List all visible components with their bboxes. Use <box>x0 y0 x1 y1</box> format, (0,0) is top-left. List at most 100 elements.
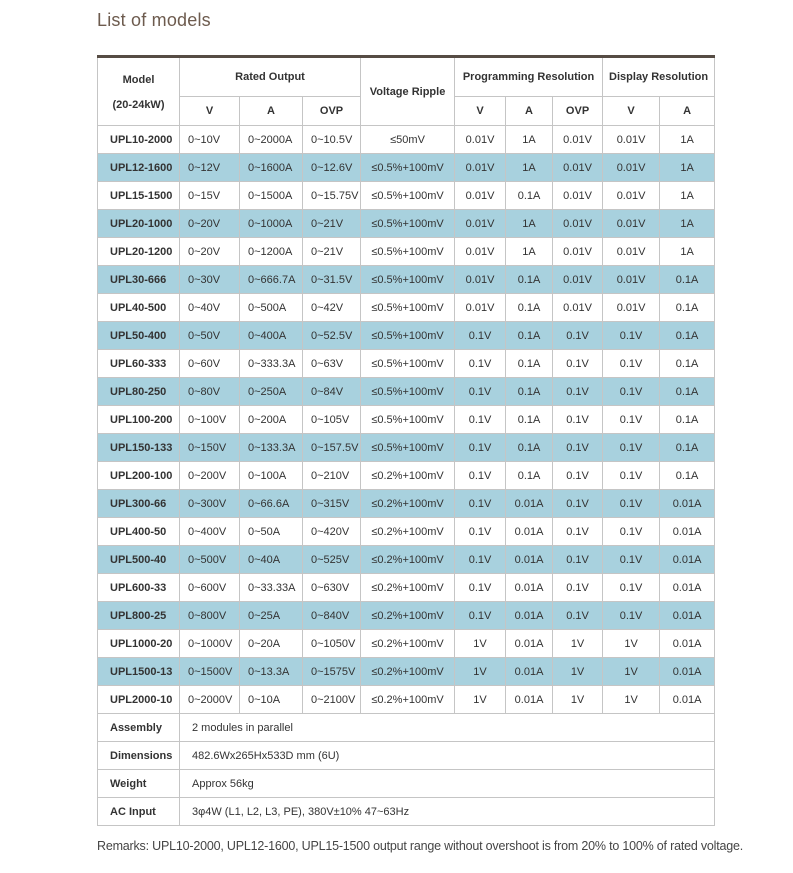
disp-a-cell: 0.1A <box>659 293 716 322</box>
table-row: UPL1500-13 0~1500V 0~13.3A 0~1575V ≤0.2%+100… <box>97 657 716 686</box>
disp-a-cell: 0.1A <box>659 405 716 434</box>
col-header-disp-v: V <box>602 96 661 126</box>
model-cell: UPL150-133 <box>97 433 180 462</box>
disp-v-cell: 0.1V <box>602 461 661 490</box>
disp-a-cell: 0.1A <box>659 349 716 378</box>
disp-v-cell: 0.01V <box>602 153 661 182</box>
col-header-programming-resolution: Programming Resolution <box>454 56 604 97</box>
disp-v-cell: 0.01V <box>602 209 661 238</box>
prog-v-cell: 1V <box>454 629 507 658</box>
col-header-prog-ovp: OVP <box>552 96 604 126</box>
models-spec-table: Model (20-24kW) Rated Output Voltage Rip… <box>97 55 716 826</box>
ripple-cell: ≤0.5%+100mV <box>360 293 456 322</box>
prog-ovp-cell: 0.01V <box>552 125 604 154</box>
ripple-cell: ≤0.2%+100mV <box>360 573 456 602</box>
ovp-cell: 0~525V <box>301 545 362 574</box>
spec-value-cell: 3φ4W (L1, L2, L3, PE), 380V±10% 47~63Hz <box>178 797 716 826</box>
prog-v-cell: 0.1V <box>454 517 507 546</box>
spec-value-cell: 2 modules in parallel <box>178 713 716 742</box>
header-group-row: Model (20-24kW) Rated Output Voltage Rip… <box>97 56 716 126</box>
ripple-cell: ≤0.5%+100mV <box>360 237 456 266</box>
model-cell: UPL15-1500 <box>97 181 180 210</box>
a-cell: 0~666.7A <box>239 265 303 294</box>
prog-a-cell: 0.1A <box>505 461 554 490</box>
prog-v-cell: 0.01V <box>454 293 507 322</box>
a-cell: 0~1000A <box>239 209 303 238</box>
prog-ovp-cell: 0.01V <box>552 153 604 182</box>
remarks-text: Remarks: UPL10-2000, UPL12-1600, UPL15-1… <box>97 839 744 853</box>
spec-label-cell: AC Input <box>97 797 180 826</box>
disp-a-cell: 0.01A <box>659 657 716 686</box>
prog-v-cell: 0.1V <box>454 321 507 350</box>
disp-v-cell: 1V <box>602 657 661 686</box>
ripple-cell: ≤0.5%+100mV <box>360 433 456 462</box>
v-cell: 0~1000V <box>179 629 240 658</box>
col-header-prog-v: V <box>454 96 507 126</box>
disp-a-cell: 0.01A <box>659 573 716 602</box>
disp-v-cell: 0.01V <box>602 181 661 210</box>
prog-a-cell: 0.01A <box>505 545 554 574</box>
prog-a-cell: 0.01A <box>505 573 554 602</box>
ovp-cell: 0~2100V <box>301 685 362 714</box>
ovp-cell: 0~10.5V <box>301 125 362 154</box>
prog-ovp-cell: 0.1V <box>552 461 604 490</box>
prog-a-cell: 0.01A <box>505 517 554 546</box>
disp-v-cell: 0.1V <box>602 545 661 574</box>
disp-v-cell: 1V <box>602 685 661 714</box>
model-cell: UPL40-500 <box>97 293 180 322</box>
disp-a-cell: 0.01A <box>659 601 716 630</box>
prog-v-cell: 0.1V <box>454 433 507 462</box>
table-row: UPL12-1600 0~12V 0~1600A 0~12.6V ≤0.5%+100mV… <box>97 153 716 182</box>
v-cell: 0~80V <box>179 377 240 406</box>
prog-a-cell: 0.1A <box>505 349 554 378</box>
ripple-cell: ≤0.2%+100mV <box>360 685 456 714</box>
prog-a-cell: 0.01A <box>505 601 554 630</box>
prog-a-cell: 1A <box>505 153 554 182</box>
v-cell: 0~300V <box>179 489 240 518</box>
table-row: UPL500-40 0~500V 0~40A 0~525V ≤0.2%+100mV 0.1… <box>97 545 716 574</box>
ripple-cell: ≤0.5%+100mV <box>360 153 456 182</box>
prog-v-cell: 0.1V <box>454 405 507 434</box>
prog-ovp-cell: 0.1V <box>552 405 604 434</box>
prog-v-cell: 1V <box>454 657 507 686</box>
col-header-rated-output: Rated Output <box>178 56 362 97</box>
ripple-cell: ≤0.2%+100mV <box>360 545 456 574</box>
disp-a-cell: 0.1A <box>659 461 716 490</box>
prog-v-cell: 0.01V <box>454 125 507 154</box>
ovp-cell: 0~84V <box>301 377 362 406</box>
model-cell: UPL1000-20 <box>97 629 180 658</box>
v-cell: 0~20V <box>179 237 240 266</box>
table-row: UPL400-50 0~400V 0~50A 0~420V ≤0.2%+100mV 0.1… <box>97 517 716 546</box>
spec-label-cell: Assembly <box>97 713 180 742</box>
v-cell: 0~10V <box>179 125 240 154</box>
prog-ovp-cell: 0.01V <box>552 181 604 210</box>
model-cell: UPL20-1200 <box>97 237 180 266</box>
ovp-cell: 0~1050V <box>301 629 362 658</box>
ripple-cell: ≤0.5%+100mV <box>360 181 456 210</box>
table-row: UPL10-2000 0~10V 0~2000A 0~10.5V ≤50mV 0.01V 1… <box>97 125 716 154</box>
prog-v-cell: 0.1V <box>454 573 507 602</box>
disp-a-cell: 0.1A <box>659 321 716 350</box>
spec-label-cell: Weight <box>97 769 180 798</box>
model-cell: UPL10-2000 <box>97 125 180 154</box>
prog-a-cell: 0.01A <box>505 657 554 686</box>
prog-a-cell: 0.1A <box>505 321 554 350</box>
ripple-cell: ≤0.5%+100mV <box>360 209 456 238</box>
a-cell: 0~10A <box>239 685 303 714</box>
prog-a-cell: 0.1A <box>505 405 554 434</box>
col-header-rated-a: A <box>239 96 303 126</box>
disp-a-cell: 0.01A <box>659 685 716 714</box>
a-cell: 0~2000A <box>239 125 303 154</box>
table-row: UPL50-400 0~50V 0~400A 0~52.5V ≤0.5%+100mV 0.… <box>97 321 716 350</box>
spec-label-cell: Dimensions <box>97 741 180 770</box>
a-cell: 0~133.3A <box>239 433 303 462</box>
prog-ovp-cell: 0.1V <box>552 517 604 546</box>
a-cell: 0~40A <box>239 545 303 574</box>
v-cell: 0~20V <box>179 209 240 238</box>
model-cell: UPL600-33 <box>97 573 180 602</box>
prog-ovp-cell: 0.1V <box>552 321 604 350</box>
spec-rows: Assembly 2 modules in parallel Dimensions 4… <box>97 713 716 826</box>
table-row: UPL40-500 0~40V 0~500A 0~42V ≤0.5%+100mV 0.01… <box>97 293 716 322</box>
v-cell: 0~40V <box>179 293 240 322</box>
